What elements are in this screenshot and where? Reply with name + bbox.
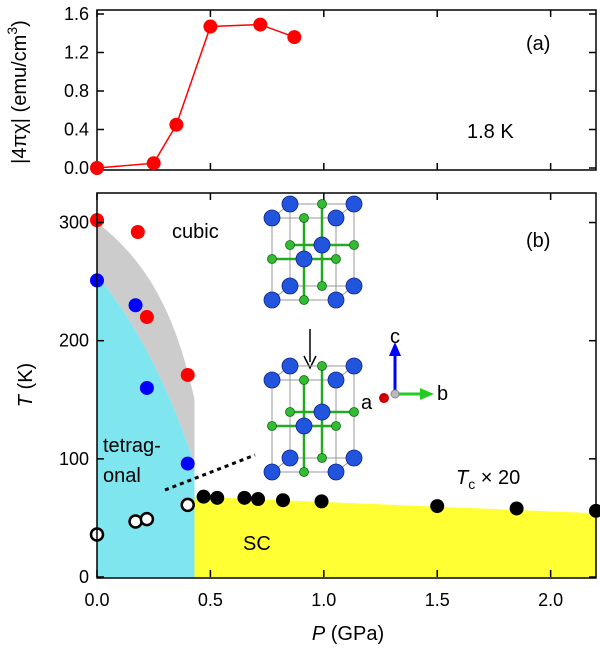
panel-b-xtick-label: 2.0	[538, 590, 563, 610]
panel-b-xtick-label: 0.5	[198, 590, 223, 610]
panel-a-ytick-label: 0.0	[64, 158, 89, 178]
panel-a-point	[169, 117, 184, 132]
tetragonal-transition-point	[180, 456, 195, 471]
panel-a-point	[146, 156, 161, 171]
panel-b-ytick-label: 0	[79, 567, 89, 587]
panel-a-point	[203, 19, 218, 34]
tc-filled-point	[196, 489, 211, 504]
sc-region	[194, 496, 596, 577]
sc-label: SC	[243, 533, 271, 555]
tc-label-t: T	[456, 467, 470, 489]
axis-c-label: c	[390, 326, 400, 348]
tc-label-suffix: × 20	[475, 467, 520, 489]
crystal-axes-icon	[379, 342, 434, 403]
tc-filled-point	[314, 494, 329, 509]
panel-b-xlabel-group: P (GPa)	[312, 623, 384, 645]
cubic-structure-icon	[263, 195, 363, 309]
panel-a-data	[90, 17, 302, 175]
tc-label: Tc × 20	[456, 467, 520, 492]
tc-open-point	[180, 497, 195, 513]
tc-filled-point	[430, 499, 445, 514]
panel-a-ytick-label: 1.2	[64, 43, 89, 63]
panel-a-ytick-label: 1.6	[64, 4, 89, 24]
panel-b-ticks: 0 100 200 300 0.0 0.5 1.0 1.5 2.0	[59, 193, 596, 610]
tc-filled-point	[237, 490, 252, 505]
panel-b-data	[89, 213, 600, 542]
tc-filled-point	[251, 492, 266, 507]
boundary-dotted-line	[164, 453, 256, 492]
panel-a-label: (a)	[526, 33, 550, 55]
panel-b-ylabel-unit: (K)	[15, 363, 37, 395]
tc-filled-point	[210, 490, 225, 505]
cubic-transition-point	[180, 367, 195, 382]
panel-b-label: (b)	[526, 230, 550, 252]
tetragonal-structure-icon	[263, 357, 363, 481]
svg-text:T (K): T (K)	[15, 363, 37, 407]
tetragonal-label-1: tetrag-	[103, 435, 161, 457]
cubic-transition-point	[139, 310, 154, 325]
tc-open-point	[128, 514, 143, 529]
panel-b-xtick-label: 0.0	[84, 590, 109, 610]
panel-a-ticks: 0.0 0.4 0.8 1.2 1.6	[64, 4, 596, 178]
transition-arrow-head-icon	[303, 355, 317, 370]
panel-b-xlabel-unit: (GPa)	[325, 623, 384, 645]
tc-label-sub: c	[468, 476, 475, 492]
panel-b-xlabel: P	[312, 623, 326, 645]
tetragonal-label-2: onal	[103, 465, 141, 487]
panel-a-point	[253, 17, 268, 32]
tetragonal-transition-point	[139, 380, 154, 395]
tc-filled-point	[589, 503, 600, 518]
tc-filled-point	[275, 493, 290, 508]
tetragonal-region	[97, 275, 195, 577]
panel-a-line	[96, 23, 295, 169]
panel-a-point	[287, 30, 302, 45]
panel-a-ylabel-close: )	[9, 20, 31, 27]
panel-b-ytick-label: 100	[59, 449, 89, 469]
panel-a-ytick-label: 0.8	[64, 81, 89, 101]
panel-a-ytick-label: 0.4	[64, 120, 89, 140]
panel-a-frame	[96, 9, 597, 171]
cubic-label: cubic	[172, 221, 219, 243]
tetragonal-transition-point	[128, 298, 143, 313]
axis-b-label: b	[437, 383, 448, 405]
cubic-region	[97, 222, 195, 465]
panel-a-point	[90, 161, 104, 175]
tc-filled-point	[509, 501, 524, 516]
panel-a-annotation: 1.8 K	[467, 121, 514, 143]
panel-b-ylabel-group: T (K)	[15, 363, 37, 407]
panel-b-frame	[96, 192, 597, 579]
panel-a-ylabel-sup: 3	[4, 27, 20, 35]
panel-b-ytick-label: 200	[59, 331, 89, 351]
panel-b-ytick-label: 300	[59, 213, 89, 233]
tc-open-point	[139, 511, 155, 527]
panel-b-ylabel: T	[15, 393, 37, 407]
panel-a: 0.0 0.4 0.8 1.2 1.6 (a) 1.8 K |4πχ| (emu/cm3…	[4, 4, 597, 178]
svg-text:|4πχ| (emu/cm3): |4πχ| (emu/cm3)	[4, 20, 31, 164]
cubic-transition-point	[130, 224, 145, 239]
panel-a-ylabel-group: |4πχ| (emu/cm3)	[4, 20, 31, 164]
panel-b: c a b 0 100 200 300 0.0 0.5 1.0 1.5 2.0 (b) cubi…	[15, 192, 600, 645]
panel-a-ylabel: |4πχ| (emu/cm	[9, 35, 31, 164]
panel-b-xtick-label: 1.0	[311, 590, 336, 610]
panel-b-xtick-label: 1.5	[425, 590, 450, 610]
axis-a-label: a	[361, 392, 373, 414]
